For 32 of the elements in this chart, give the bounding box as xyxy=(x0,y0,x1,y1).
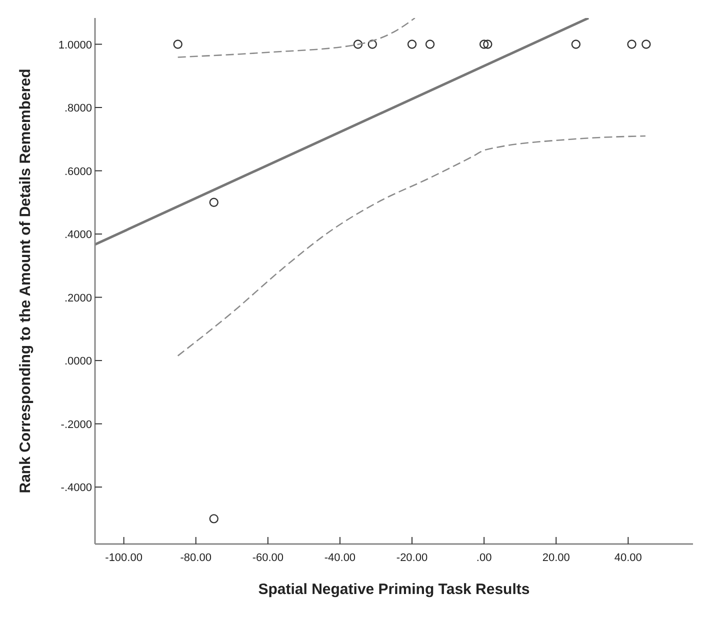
y-tick-label: .0000 xyxy=(64,356,92,368)
x-tick-label: -100.00 xyxy=(105,552,142,564)
y-tick-label: -.2000 xyxy=(60,418,92,431)
x-tick-label: 40.00 xyxy=(614,552,642,564)
x-tick-label: -40.00 xyxy=(324,552,356,564)
point xyxy=(425,40,435,49)
y-tick-label: .2000 xyxy=(64,292,92,304)
x-tick-label: -60.00 xyxy=(252,552,284,564)
x-axis-title: Spatial Negative Priming Task Results xyxy=(258,581,530,598)
point xyxy=(627,40,636,49)
point xyxy=(479,40,489,49)
y-axis-title: Rank Corresponding to the Amount of Details Remembered xyxy=(17,68,34,494)
point xyxy=(571,40,581,49)
x-tick-label: -20.00 xyxy=(396,552,428,564)
line-series xyxy=(177,18,416,58)
x-tick-label: -80.00 xyxy=(180,552,212,564)
point xyxy=(353,40,363,49)
x-tick-label: .00 xyxy=(476,552,492,564)
y-tick-label: -.4000 xyxy=(60,482,92,494)
point xyxy=(173,40,182,49)
point xyxy=(209,514,218,524)
point xyxy=(368,40,377,49)
point xyxy=(407,40,417,49)
x-tick-label: 20.00 xyxy=(542,552,570,564)
y-tick-label: .4000 xyxy=(64,229,92,242)
line-series xyxy=(177,135,646,356)
point xyxy=(642,40,651,49)
point xyxy=(209,198,218,207)
y-tick-label: .8000 xyxy=(64,102,92,115)
point xyxy=(483,40,492,49)
y-tick-label: .6000 xyxy=(64,166,92,178)
y-tick-label: 1.0000 xyxy=(58,39,92,52)
